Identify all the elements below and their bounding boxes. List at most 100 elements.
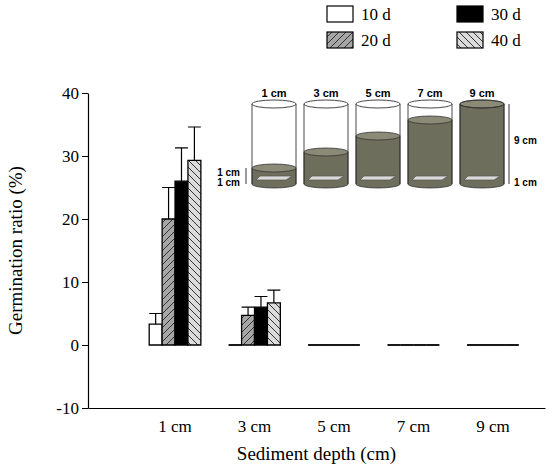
x-tick: 1 cm	[158, 408, 192, 436]
inset-label: 5 cm	[365, 87, 390, 99]
error-bar	[388, 344, 401, 345]
sediment-top	[252, 164, 296, 172]
x-axis: 1 cm 3 cm 5 cm 7 cm 9 cm	[89, 408, 546, 436]
y-tick: 20	[62, 210, 88, 229]
bar	[388, 344, 401, 345]
error-bar	[334, 344, 347, 345]
bar	[413, 344, 426, 345]
error-bar	[267, 290, 280, 303]
error-bar	[467, 344, 480, 345]
bar	[493, 344, 506, 345]
error-bar	[188, 127, 201, 160]
y-tick-mark	[82, 282, 88, 283]
inset-label: 1 cm	[217, 177, 240, 188]
bar	[334, 344, 347, 345]
x-tick: 3 cm	[238, 408, 272, 436]
x-tick: 9 cm	[476, 408, 510, 436]
x-axis-title: Sediment depth (cm)	[237, 443, 396, 465]
sediment	[304, 152, 348, 188]
bar	[467, 344, 480, 345]
y-tick-mark	[82, 408, 88, 409]
chart: -100102030401 cm3 cm5 cm7 cm9 cmSediment…	[0, 0, 557, 469]
error-bar	[229, 344, 242, 345]
tray	[412, 176, 448, 180]
error-bar	[480, 344, 493, 345]
sediment	[356, 136, 400, 188]
legend-swatch	[327, 6, 353, 22]
inset-label: 9 cm	[469, 87, 494, 99]
inset-label: 3 cm	[313, 87, 338, 99]
y-tick-label: 10	[62, 273, 79, 292]
inset-label: 1 cm	[514, 177, 537, 188]
bar	[149, 324, 162, 345]
x-tick-label: 3 cm	[238, 417, 272, 436]
bar	[229, 344, 242, 345]
bar	[480, 344, 493, 345]
error-bar	[347, 344, 360, 345]
bar	[308, 344, 321, 345]
cylinder-wall	[304, 104, 348, 184]
x-tick: 5 cm	[317, 408, 351, 436]
y-axis-title: Germination ratio (%)	[5, 166, 27, 335]
error-bar	[162, 188, 175, 220]
y-tick-label: 0	[71, 336, 80, 355]
cylinder-top	[356, 100, 400, 108]
y-axis: -10010203040	[56, 84, 88, 418]
tray	[360, 176, 396, 180]
error-bar	[149, 314, 162, 325]
sediment-top	[356, 132, 400, 140]
y-tick-label: 40	[62, 84, 79, 103]
cylinder-top	[408, 100, 452, 108]
cylinder-top	[460, 100, 504, 108]
x-tick-label: 1 cm	[158, 417, 192, 436]
bar	[175, 181, 188, 345]
inset-label: 1 cm	[261, 87, 286, 99]
y-tick-mark	[82, 345, 88, 346]
y-tick-mark	[82, 156, 88, 157]
cylinder-top	[252, 100, 296, 108]
y-tick: 30	[62, 147, 88, 166]
bar	[188, 160, 201, 345]
error-bar	[426, 344, 439, 345]
legend-swatch	[457, 6, 483, 22]
x-tick-label: 9 cm	[476, 417, 510, 436]
y-tick-label: 30	[62, 147, 79, 166]
y-tick: 0	[71, 336, 89, 355]
error-bar	[175, 148, 188, 181]
y-tick-label: 20	[62, 210, 79, 229]
error-bar	[506, 344, 519, 345]
y-tick-mark	[82, 219, 88, 220]
sediment-top	[408, 116, 452, 124]
tray	[308, 176, 344, 180]
legend-label: 10 d	[361, 5, 391, 24]
bar	[321, 344, 334, 345]
cylinder-top	[304, 100, 348, 108]
tray	[256, 176, 292, 180]
x-tick-label: 5 cm	[317, 417, 351, 436]
legend-label: 30 d	[491, 5, 521, 24]
x-tick: 7 cm	[397, 408, 431, 436]
legend-label: 20 d	[361, 31, 391, 50]
sediment-top	[304, 148, 348, 156]
error-bar	[255, 296, 268, 307]
error-bar	[308, 344, 321, 345]
legend: 10 d20 d30 d40 d	[327, 5, 521, 50]
x-tick-label: 7 cm	[397, 417, 431, 436]
bar	[426, 344, 439, 345]
inset-arrow	[246, 168, 247, 184]
y-tick-mark	[82, 93, 88, 94]
bar	[242, 315, 255, 345]
bar	[506, 344, 519, 345]
error-bar	[401, 344, 414, 345]
sediment	[460, 104, 504, 188]
error-bar	[413, 344, 426, 345]
inset: 1 cm3 cm5 cm7 cm9 cm1 cm1 cm9 cm1 cm	[217, 87, 537, 188]
legend-swatch	[457, 32, 483, 48]
bar	[347, 344, 360, 345]
error-bar	[242, 307, 255, 315]
legend-swatch	[327, 32, 353, 48]
sediment-top	[460, 100, 504, 108]
bar	[267, 303, 280, 345]
inset-arrow	[509, 104, 510, 184]
cylinder-wall	[408, 104, 452, 184]
